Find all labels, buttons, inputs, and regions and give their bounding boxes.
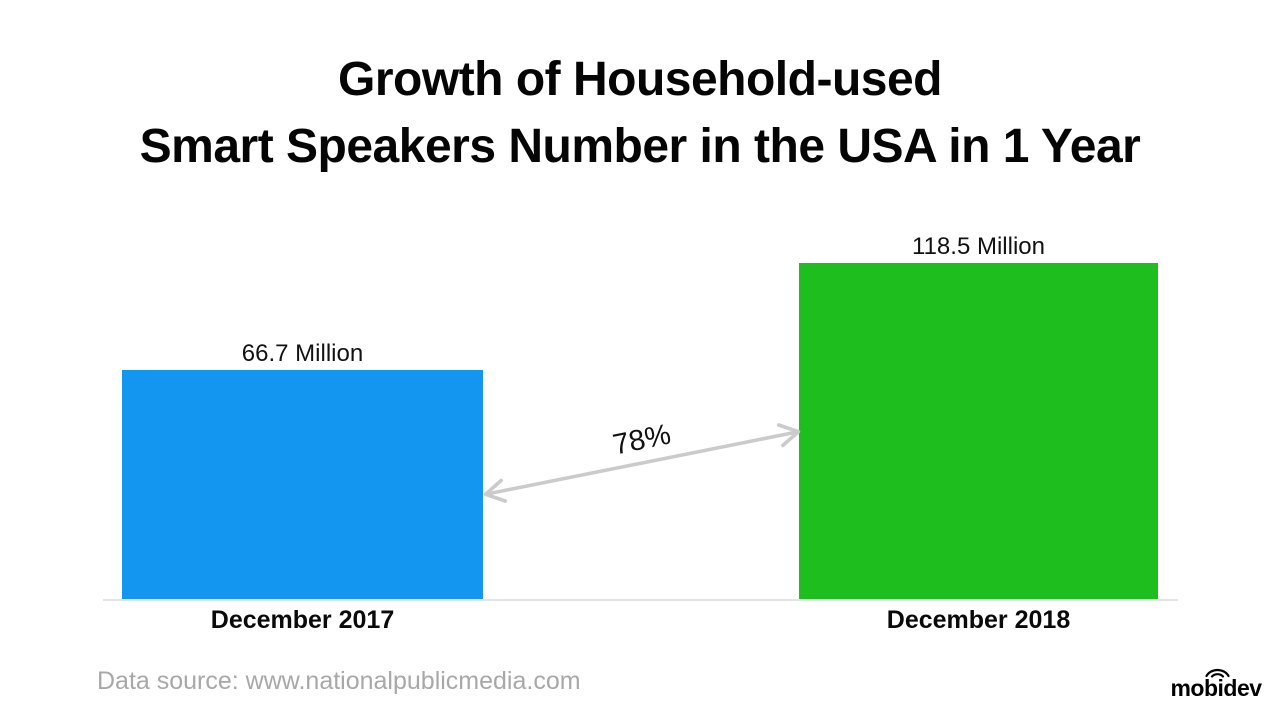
bar-december-2018 xyxy=(799,263,1158,600)
value-label-2018: 118.5 Million xyxy=(912,233,1045,260)
chart-title: Growth of Household-used Smart Speakers … xyxy=(0,46,1280,180)
mobidev-logo: mobidev xyxy=(1166,668,1266,700)
value-label-2017: 66.7 Million xyxy=(241,340,364,367)
growth-arrow xyxy=(483,423,801,503)
data-source-note: Data source: www.nationalpublicmedia.com xyxy=(97,667,581,695)
wifi-arcs-icon xyxy=(1205,668,1230,678)
baseline-axis xyxy=(103,599,1178,601)
category-label-2018: December 2018 xyxy=(886,606,1071,634)
logo-wordmark: mobidev xyxy=(1170,675,1262,701)
chart-title-line1: Growth of Household-used xyxy=(338,53,942,106)
category-label-2017: December 2017 xyxy=(210,606,395,634)
bar-december-2017 xyxy=(122,370,483,600)
chart-title-line2: Smart Speakers Number in the USA in 1 Ye… xyxy=(139,120,1141,173)
